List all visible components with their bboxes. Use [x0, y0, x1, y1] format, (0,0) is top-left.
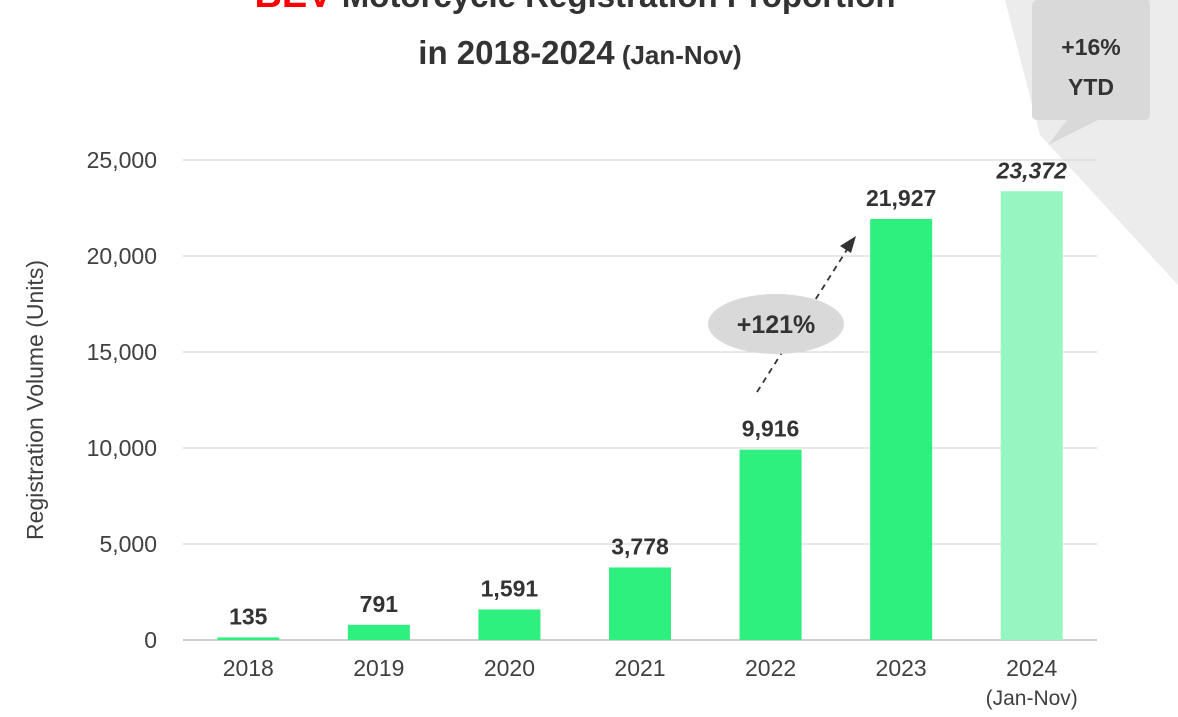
value-labels: 135 791 1,591 3,778 9,916 21,927 23,372	[229, 157, 1067, 629]
value-label-2019: 791	[360, 591, 399, 617]
x-tick-label-2020: 2020	[484, 655, 535, 681]
bars	[217, 191, 1063, 641]
growth-arrow-head	[840, 236, 856, 253]
x-tick-sublabel-2024: (Jan-Nov)	[986, 687, 1078, 710]
x-tick-label-2023: 2023	[876, 655, 927, 681]
value-label-2022: 9,916	[742, 416, 800, 442]
title-line2-main: in 2018-2024	[418, 34, 615, 71]
x-tick-label-2019: 2019	[353, 655, 404, 681]
value-label-2024: 23,372	[996, 157, 1068, 183]
value-label-2018: 135	[229, 603, 268, 629]
chart-title: BEV Motorcycle Registration Proportion	[254, 0, 895, 16]
value-label-2023: 21,927	[866, 185, 936, 211]
y-tick-label: 10,000	[87, 435, 157, 461]
ytd-callout-line1: +16%	[1061, 34, 1120, 60]
growth-bubble	[708, 294, 844, 354]
title-line2-sub: (Jan-Nov)	[615, 40, 742, 70]
bar-2018	[217, 637, 280, 640]
bar-2019	[347, 624, 410, 640]
x-axis-ticks: 2018 2019 2020 2021 2022 2023 2024 (Jan-Nov)	[223, 655, 1078, 710]
ytd-callout-bubble	[1032, 0, 1150, 145]
x-tick-label-2021: 2021	[614, 655, 665, 681]
ytd-callout-line2: YTD	[1068, 74, 1114, 100]
x-tick-label-2024: 2024	[1006, 655, 1057, 681]
y-tick-label: 0	[144, 627, 157, 653]
bar-2023	[870, 219, 933, 641]
bar-2020	[478, 609, 541, 640]
title-highlight: BEV	[254, 0, 333, 16]
y-tick-label: 25,000	[87, 147, 157, 173]
growth-label: +121%	[737, 311, 816, 339]
x-tick-label-2018: 2018	[223, 655, 274, 681]
y-tick-label: 5,000	[99, 531, 157, 557]
bar-2024	[1000, 191, 1063, 640]
y-axis-label: Registration Volume (Units)	[22, 260, 48, 540]
chart-title-line2: in 2018-2024 (Jan-Nov)	[418, 34, 741, 71]
gridlines	[183, 159, 1097, 545]
bar-2022	[739, 449, 802, 640]
value-label-2021: 3,778	[611, 533, 669, 559]
value-label-2020: 1,591	[481, 575, 539, 601]
title-line1-rest: Motorcycle Registration Proportion	[333, 0, 896, 14]
y-axis-ticks: 0 5,000 10,000 15,000 20,000 25,000	[87, 147, 157, 653]
bar-2021	[609, 567, 671, 640]
y-tick-label: 20,000	[87, 243, 157, 269]
y-tick-label: 15,000	[87, 339, 157, 365]
x-tick-label-2022: 2022	[745, 655, 796, 681]
